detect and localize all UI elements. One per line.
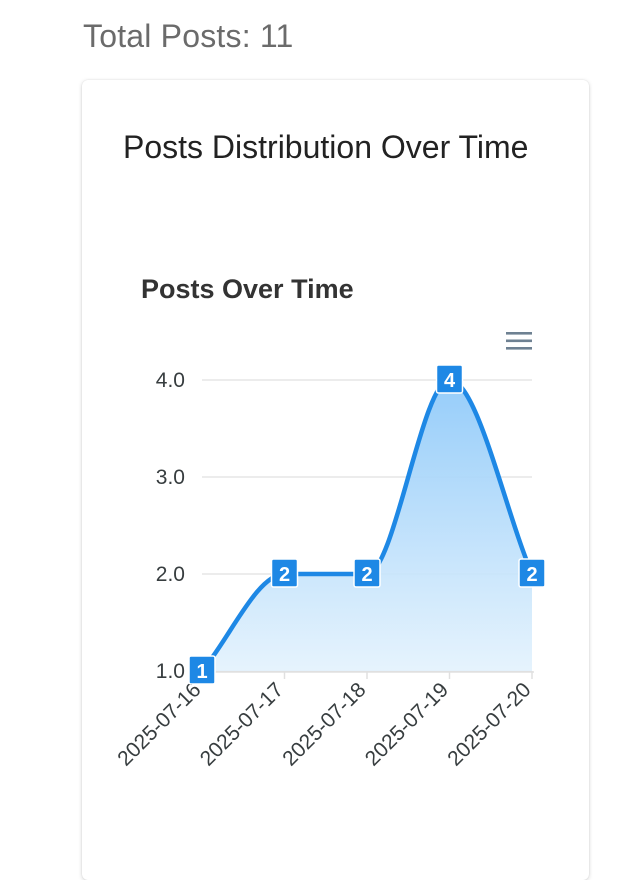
- y-tick-label: 4.0: [156, 369, 185, 392]
- data-label-value: 1: [196, 661, 207, 683]
- card-title: Posts Distribution Over Time: [123, 129, 529, 165]
- series-area: [199, 377, 535, 674]
- chart-title: Posts Over Time: [141, 274, 354, 304]
- y-axis: 1.0 2.0 3.0 4.0: [156, 369, 185, 683]
- data-label: 1: [188, 655, 216, 685]
- data-label: 2: [270, 558, 299, 588]
- total-posts-count: Total Posts: 11: [83, 18, 294, 54]
- area-fill: [202, 380, 532, 671]
- data-label-value: 2: [279, 564, 290, 586]
- x-tick-label: 2025-07-20: [443, 678, 535, 770]
- data-label-value: 2: [526, 564, 537, 586]
- y-tick-label: 3.0: [156, 466, 185, 489]
- data-labels: 1 2 2 4 2: [188, 364, 546, 685]
- x-tick-label: 2025-07-16: [113, 678, 205, 770]
- data-label: 2: [353, 558, 381, 588]
- x-tick-label: 2025-07-17: [196, 678, 288, 770]
- x-axis: 2025-07-162025-07-172025-07-182025-07-19…: [113, 671, 536, 770]
- chart-card: Posts Distribution Over Time: [82, 80, 589, 880]
- data-label-value: 2: [361, 564, 372, 586]
- data-label: 4: [435, 364, 464, 394]
- y-tick-label: 1.0: [156, 660, 185, 683]
- data-label-value: 4: [444, 370, 456, 392]
- x-tick-label: 2025-07-18: [278, 678, 370, 770]
- x-tick-label: 2025-07-19: [361, 678, 453, 770]
- hamburger-menu-icon[interactable]: [498, 326, 538, 356]
- y-tick-label: 2.0: [156, 563, 185, 586]
- data-label: 2: [518, 558, 546, 588]
- series-line: [199, 377, 535, 674]
- posts-chart: Posts Over Time 1.02.03.04.0 2025-07-162…: [113, 274, 546, 770]
